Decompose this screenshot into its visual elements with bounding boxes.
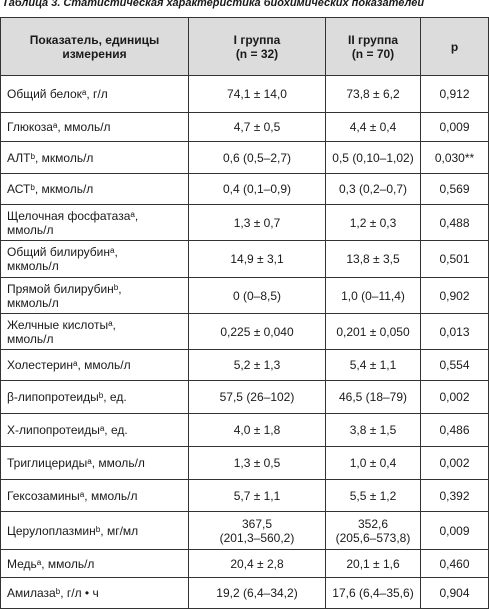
parameter-cell: Амилазаᵇ, г/л • ч	[0, 577, 189, 609]
value-cell: 20,1 ± 1,6	[325, 549, 421, 578]
header-cell: p	[420, 17, 489, 76]
value-cell: 17,6 (6,4–35,6)	[325, 577, 421, 609]
table-row: Триглицеридыᵃ, ммоль/л 1,3 ± 0,5 1,0 ± 0,4…	[0, 446, 489, 480]
value-cell: 74,1 ± 14,0	[188, 75, 326, 113]
value-cell: 0,030**	[420, 141, 489, 174]
table-row: Прямой билирубинᵇ, мкмоль/л 0 (0–8,5) 1,0 …	[0, 277, 489, 314]
value-cell: 1,3 ± 0,7	[188, 204, 326, 241]
value-cell: 0,002	[420, 446, 489, 480]
value-cell: 0,569	[420, 173, 489, 205]
value-cell: 352,6 (205,6–573,8)	[325, 511, 421, 550]
value-cell: 4,4 ± 0,4	[325, 112, 421, 142]
value-cell: 14,9 ± 3,1	[188, 240, 326, 278]
value-cell: 0,009	[420, 511, 489, 550]
header-cell: II группа (n = 70)	[325, 17, 421, 76]
parameter-cell: Гексозаминыᵃ, ммоль/л	[0, 479, 189, 512]
value-cell: 0,6 (0,5–2,7)	[188, 141, 326, 174]
value-cell: 57,5 (26–102)	[188, 380, 326, 414]
value-cell: 5,7 ± 1,1	[188, 479, 326, 512]
parameter-cell: Глюкозаᵃ, ммоль/л	[0, 112, 189, 142]
table-row: АСТᵇ, мкмоль/л 0,4 (0,1–0,9) 0,3 (0,2–0,7)…	[0, 173, 489, 205]
value-cell: 367,5 (201,3–560,2)	[188, 511, 326, 550]
table-row: Холестеринᵃ, ммоль/л 5,2 ± 1,3 5,4 ± 1,1 0,…	[0, 349, 489, 381]
value-cell: 1,2 ± 0,3	[325, 204, 421, 241]
parameter-cell: Общий белокᵃ, г/л	[0, 75, 189, 113]
parameter-cell: Щелочная фосфатазаᵃ, ммоль/л	[0, 204, 189, 241]
value-cell: 0,201 ± 0,050	[325, 313, 421, 350]
value-cell: 3,8 ± 1,5	[325, 413, 421, 447]
table-row: Глюкозаᵃ, ммоль/л 4,7 ± 0,5 4,4 ± 0,4 0,009	[0, 112, 489, 142]
parameter-cell: Церулоплазминᵇ, мг/мл	[0, 511, 189, 550]
value-cell: 1,0 (0–11,4)	[325, 277, 421, 314]
value-cell: 20,4 ± 2,8	[188, 549, 326, 578]
value-cell: 73,8 ± 6,2	[325, 75, 421, 113]
value-cell: 0,5 (0,10–1,02)	[325, 141, 421, 174]
table-row: АЛТᵇ, мкмоль/л 0,6 (0,5–2,7) 0,5 (0,10–1,0…	[0, 141, 489, 174]
table-row: Гексозаминыᵃ, ммоль/л 5,7 ± 1,1 5,5 ± 1,2 0…	[0, 479, 489, 512]
value-cell: 46,5 (18–79)	[325, 380, 421, 414]
value-cell: 0 (0–8,5)	[188, 277, 326, 314]
value-cell: 5,2 ± 1,3	[188, 349, 326, 381]
value-cell: 0,002	[420, 380, 489, 414]
value-cell: 5,4 ± 1,1	[325, 349, 421, 381]
value-cell: 0,225 ± 0,040	[188, 313, 326, 350]
parameter-cell: Холестеринᵃ, ммоль/л	[0, 349, 189, 381]
parameter-cell: АЛТᵇ, мкмоль/л	[0, 141, 189, 174]
header-cell: I группа (n = 32)	[188, 17, 326, 76]
value-cell: 1,0 ± 0,4	[325, 446, 421, 480]
value-cell: 0,904	[420, 577, 489, 609]
value-cell: 0,460	[420, 549, 489, 578]
value-cell: 4,0 ± 1,8	[188, 413, 326, 447]
table-row: Желчные кислотыᵃ, ммоль/л 0,225 ± 0,040 0,…	[0, 313, 489, 350]
value-cell: 13,8 ± 3,5	[325, 240, 421, 278]
data-table: Показатель, единицы измерения I группа (n…	[0, 17, 489, 609]
value-cell: 0,912	[420, 75, 489, 113]
table-body: Общий белокᵃ, г/л 74,1 ± 14,0 73,8 ± 6,2 0,…	[0, 75, 489, 609]
value-cell: 0,554	[420, 349, 489, 381]
value-cell: 1,3 ± 0,5	[188, 446, 326, 480]
value-cell: 0,4 (0,1–0,9)	[188, 173, 326, 205]
table-row: Медьᵃ, ммоль/л 20,4 ± 2,8 20,1 ± 1,6 0,460	[0, 549, 489, 578]
table-row: Общий белокᵃ, г/л 74,1 ± 14,0 73,8 ± 6,2 0,…	[0, 75, 489, 113]
value-cell: 0,009	[420, 112, 489, 142]
table-row: β-липопротеидыᵇ, ед. 57,5 (26–102) 46,5 (1…	[0, 380, 489, 414]
value-cell: 0,3 (0,2–0,7)	[325, 173, 421, 205]
value-cell: 0,488	[420, 204, 489, 241]
value-cell: 0,486	[420, 413, 489, 447]
table-row: Х-липопротеидыᵃ, ед. 4,0 ± 1,8 3,8 ± 1,5 0,…	[0, 413, 489, 447]
value-cell: 19,2 (6,4–34,2)	[188, 577, 326, 609]
table-row: Общий билирубинᵃ, мкмоль/л 14,9 ± 3,1 13,8…	[0, 240, 489, 278]
parameter-cell: Желчные кислотыᵃ, ммоль/л	[0, 313, 189, 350]
parameter-cell: Медьᵃ, ммоль/л	[0, 549, 189, 578]
parameter-cell: Общий билирубинᵃ, мкмоль/л	[0, 240, 189, 278]
parameter-cell: β-липопротеидыᵇ, ед.	[0, 380, 189, 414]
value-cell: 0,501	[420, 240, 489, 278]
header-cell: Показатель, единицы измерения	[0, 17, 189, 76]
table-row: Щелочная фосфатазаᵃ, ммоль/л 1,3 ± 0,7 1,2…	[0, 204, 489, 241]
value-cell: 0,902	[420, 277, 489, 314]
parameter-cell: Триглицеридыᵃ, ммоль/л	[0, 446, 189, 480]
value-cell: 0,013	[420, 313, 489, 350]
table-caption: Таблица 3. Статистическая характеристика…	[2, 0, 425, 9]
header-row: Показатель, единицы измерения I группа (n…	[0, 17, 489, 76]
parameter-cell: Х-липопротеидыᵃ, ед.	[0, 413, 189, 447]
value-cell: 5,5 ± 1,2	[325, 479, 421, 512]
table-row: Амилазаᵇ, г/л • ч 19,2 (6,4–34,2) 17,6 (6,…	[0, 577, 489, 609]
table-row: Церулоплазминᵇ, мг/мл 367,5 (201,3–560,2)…	[0, 511, 489, 550]
value-cell: 0,392	[420, 479, 489, 512]
parameter-cell: АСТᵇ, мкмоль/л	[0, 173, 189, 205]
value-cell: 4,7 ± 0,5	[188, 112, 326, 142]
parameter-cell: Прямой билирубинᵇ, мкмоль/л	[0, 277, 189, 314]
